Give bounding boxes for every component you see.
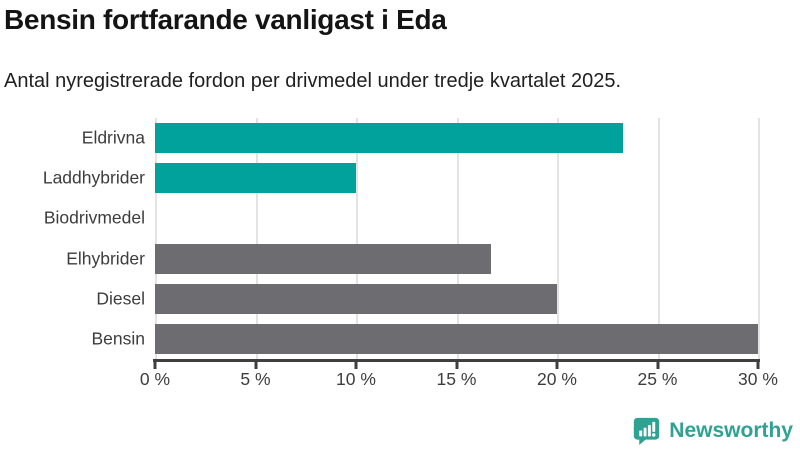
gridlines-layer: [155, 118, 760, 359]
chart-title: Bensin fortfarande vanligast i Eda: [4, 4, 447, 35]
newsworthy-logo-icon: [632, 416, 661, 445]
bar-row: Diesel: [0, 279, 760, 319]
gridline: [657, 118, 660, 359]
axis-tick: [656, 359, 659, 369]
category-label: Elhybrider: [66, 248, 145, 269]
category-label: Diesel: [96, 288, 145, 309]
chart-subtitle: Antal nyregistrerade fordon per drivmede…: [4, 70, 622, 92]
gridline: [456, 118, 459, 359]
bar-row: Eldrivna: [0, 118, 760, 158]
axis-tick: [354, 359, 358, 369]
bar-rows-layer: Eldrivna Laddhybrider Biodrivmedel Elhybrid…: [0, 118, 760, 359]
gridline: [356, 118, 358, 359]
bar-bensin: [155, 323, 758, 354]
gridline: [557, 118, 559, 359]
axis-tick: [455, 359, 458, 369]
newsworthy-branding: Newsworthy: [632, 416, 793, 445]
axis-tick: [153, 359, 157, 369]
gridline: [255, 118, 258, 359]
axis-tick-label: 25 %: [637, 369, 678, 389]
bar-eldrivna: [155, 123, 624, 154]
bar-row: Elhybrider: [0, 239, 760, 279]
axis-tick: [756, 359, 760, 369]
bar-row: Bensin: [0, 319, 760, 359]
category-label: Laddhybrider: [42, 167, 145, 188]
axis-tick: [254, 359, 257, 369]
axis-tick: [555, 359, 559, 369]
category-label: Biodrivmedel: [43, 207, 145, 228]
axis-tick-label: 5 %: [240, 369, 271, 389]
bar-row: Laddhybrider: [0, 158, 760, 198]
axis-tick-label: 15 %: [436, 369, 477, 389]
category-label: Eldrivna: [81, 127, 145, 148]
bar-row: Biodrivmedel: [0, 198, 760, 238]
bar-elhybrider: [155, 243, 491, 274]
gridline: [758, 118, 760, 359]
category-label: Bensin: [91, 328, 145, 349]
axis-tick-label: 20 %: [537, 369, 577, 389]
bar-laddhybrider: [155, 163, 356, 194]
axis-tick-label: 30 %: [738, 369, 778, 389]
bar-diesel: [155, 283, 557, 314]
axis-tick-label: 10 %: [336, 369, 376, 389]
brand-name: Newsworthy: [669, 418, 793, 442]
gridline: [155, 118, 157, 359]
axis-tick-label: 0 %: [139, 369, 171, 389]
